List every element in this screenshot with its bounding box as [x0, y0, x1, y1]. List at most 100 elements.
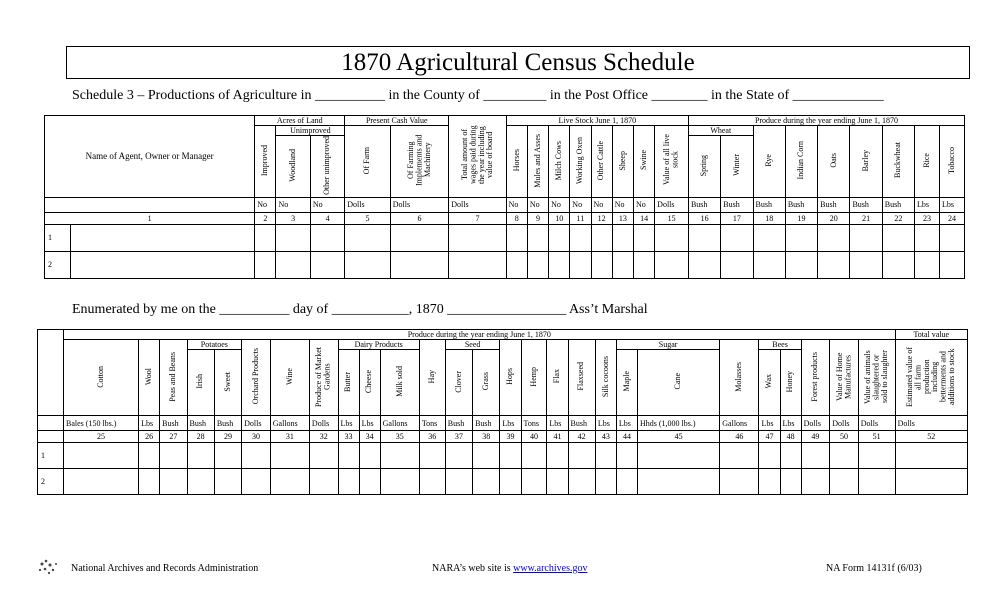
- entry-cell: [569, 223, 592, 252]
- column-number: 45: [636, 430, 721, 443]
- entry-cell: [337, 442, 360, 469]
- column-number: 48: [779, 430, 802, 443]
- number-row: 1 2 3 4 5 6 7 8 9 10 11 12 13 14 15 16 17 18 19 20 21 22 23 24: [43, 211, 966, 225]
- column-header: Spring: [687, 135, 722, 198]
- column-label: Butter: [343, 371, 353, 392]
- column-number: 10: [548, 211, 571, 225]
- column-header: Honey: [779, 349, 802, 416]
- entry-cell: [444, 468, 474, 495]
- column-label: Total amount of wages paid during the ye…: [459, 126, 494, 185]
- column-header: Estimated value of all farm production i…: [894, 339, 969, 416]
- unit-cell: Dolls: [857, 415, 896, 431]
- number-row: 25 26 27 28 29 30 31 32 33 34 35 36 37 38 39 40 41 42 43 44…: [37, 430, 969, 443]
- entry-cell: [632, 223, 656, 252]
- column-header: Forest products: [800, 339, 831, 416]
- entry-cell: [594, 442, 617, 469]
- column-number: 30: [241, 430, 271, 443]
- entry-cell: [881, 223, 916, 252]
- column-number: 29: [213, 430, 243, 443]
- column-number: 31: [269, 430, 310, 443]
- column-label: Indian Corn: [796, 141, 806, 180]
- group-header: Dairy Products: [337, 339, 420, 350]
- column-header: Mules and Asses: [526, 125, 550, 198]
- entry-cell: [159, 442, 188, 469]
- unit-cell: Gallons: [379, 415, 420, 431]
- website-link[interactable]: www.archives.gov: [513, 563, 588, 574]
- column-header: Barley: [849, 125, 883, 198]
- column-number: 38: [472, 430, 501, 443]
- unit-row: No No No Dolls Dolls Dolls No No No No No No No Dolls…: [43, 196, 966, 213]
- entry-cell: [186, 442, 215, 469]
- column-label: Swine: [638, 150, 648, 171]
- unit-cell: No: [275, 196, 311, 213]
- footer-left: National Archives and Records Administra…: [71, 563, 259, 574]
- entry-cell: [62, 468, 140, 495]
- column-label: Of Farming Implements and Machinery: [405, 134, 432, 187]
- column-number: 11: [569, 211, 592, 225]
- entry-cell: [275, 250, 311, 279]
- column-label: Of Farm: [362, 146, 372, 175]
- entry-cell: [241, 468, 271, 495]
- unit-cell: Bush: [213, 415, 243, 431]
- column-header: Hay: [418, 339, 446, 416]
- unit-cell: Tons: [520, 415, 548, 431]
- entry-cell: [829, 442, 859, 469]
- column-header: Oats: [817, 125, 851, 198]
- entry-cell: [472, 468, 501, 495]
- unit-cell: Bush: [444, 415, 474, 431]
- column-header: Rye: [752, 125, 786, 198]
- entry-cell: [358, 468, 381, 495]
- group-header: Present Cash Value: [344, 115, 450, 126]
- unit-cell: Lbs: [499, 415, 522, 431]
- column-number: [37, 430, 64, 443]
- column-label: Other unimproved: [322, 136, 332, 195]
- column-label: Working Oxen: [575, 136, 585, 184]
- unit-cell: Hhds (1,000 lbs.): [636, 415, 721, 431]
- column-label: Cane: [673, 373, 683, 390]
- column-label: Hops: [505, 368, 515, 385]
- row-number: 1: [44, 223, 71, 252]
- enumerated-line: Enumerated by me on the __________ day o…: [72, 302, 648, 317]
- column-header: Swine: [632, 125, 656, 198]
- entry-cell: [894, 442, 969, 469]
- entry-cell: [138, 468, 161, 495]
- entry-cell: [548, 223, 571, 252]
- entry-cell: [636, 442, 721, 469]
- entry-cell: [615, 442, 638, 469]
- group-header: Wheat: [687, 125, 754, 136]
- entry-cell: [567, 468, 596, 495]
- entry-cell: [632, 250, 656, 279]
- schedule-table-1: Name of Agent, Owner or Manager Acres of …: [43, 115, 966, 279]
- unit-cell: No: [505, 196, 528, 213]
- column-header: Woodland: [275, 135, 311, 198]
- unit-cell: No: [254, 196, 277, 213]
- column-number: 7: [448, 211, 507, 225]
- entry-cell: [894, 468, 969, 495]
- column-label: Peas and Beans: [168, 351, 178, 402]
- column-number: 33: [337, 430, 360, 443]
- header-row: Woodland Other unimproved Spring Winter: [45, 135, 965, 198]
- group-header: Potatoes: [186, 339, 243, 350]
- unit-cell: No: [526, 196, 550, 213]
- entry-cell: [499, 442, 522, 469]
- unit-cell: Dolls: [241, 415, 271, 431]
- column-header: Silk cocoons: [594, 339, 617, 416]
- entry-cell: [186, 468, 215, 495]
- entry-cell: [526, 250, 550, 279]
- entry-cell: [784, 250, 819, 279]
- column-label: Forest products: [810, 351, 820, 402]
- footer-right: NA Form 14131f (6/03): [826, 563, 922, 574]
- entry-cell: [654, 223, 689, 252]
- entry-cell: [590, 250, 613, 279]
- entry-cell: [520, 468, 548, 495]
- group-header: Bees: [758, 339, 802, 350]
- unit-cell: Lbs: [594, 415, 617, 431]
- column-number: 13: [611, 211, 634, 225]
- unit-cell: [37, 415, 64, 431]
- column-number: 9: [526, 211, 550, 225]
- column-header: Hops: [499, 339, 522, 416]
- column-number: 14: [632, 211, 656, 225]
- entry-cell: [337, 468, 360, 495]
- entry-cell: [784, 223, 819, 252]
- entry-cell: [448, 250, 507, 279]
